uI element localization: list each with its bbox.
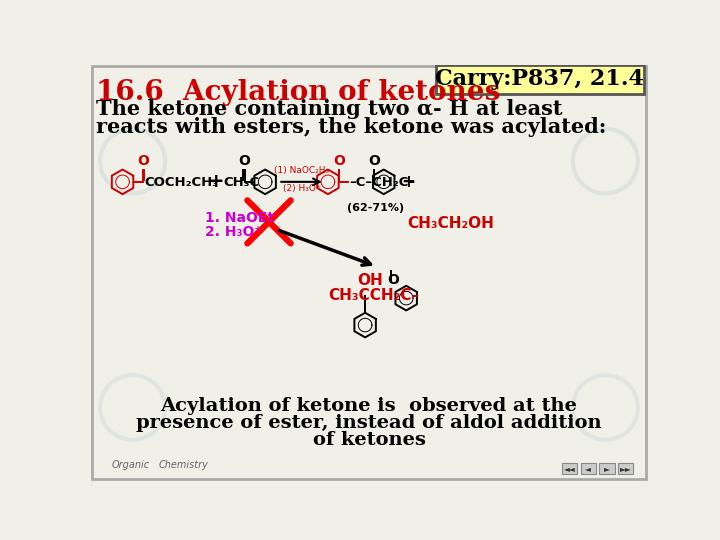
Text: ◄: ◄: [585, 464, 591, 473]
FancyBboxPatch shape: [618, 463, 634, 474]
Text: O: O: [369, 154, 380, 168]
Text: ◄◄: ◄◄: [564, 464, 575, 473]
Text: (62-71%): (62-71%): [348, 204, 405, 213]
Text: presence of ester, instead of aldol addition: presence of ester, instead of aldol addi…: [136, 414, 602, 433]
FancyBboxPatch shape: [599, 463, 615, 474]
Text: 16.6  Acylation of ketones: 16.6 Acylation of ketones: [96, 79, 500, 106]
Text: 1. NaOEt: 1. NaOEt: [204, 211, 274, 225]
Text: Chemistry: Chemistry: [158, 460, 208, 470]
Text: O: O: [387, 273, 399, 287]
FancyBboxPatch shape: [580, 463, 596, 474]
Text: ►: ►: [604, 464, 610, 473]
Text: OH: OH: [357, 273, 383, 288]
Text: O: O: [333, 154, 345, 168]
FancyBboxPatch shape: [436, 65, 644, 94]
Text: CH₃C: CH₃C: [223, 176, 259, 189]
Text: of ketones: of ketones: [312, 431, 426, 449]
Text: (1) NaOC₂H₅: (1) NaOC₂H₅: [274, 166, 329, 175]
Text: –C–CH₂C–: –C–CH₂C–: [349, 176, 415, 189]
FancyBboxPatch shape: [91, 66, 647, 479]
Text: reacts with esters, the ketone was acylated:: reacts with esters, the ketone was acyla…: [96, 117, 606, 137]
Text: The ketone containing two α- H at least: The ketone containing two α- H at least: [96, 99, 563, 119]
Text: Acylation of ketone is  observed at the: Acylation of ketone is observed at the: [161, 397, 577, 415]
Text: O: O: [238, 154, 250, 168]
Text: Carry:P837, 21.4: Carry:P837, 21.4: [435, 69, 644, 90]
Text: (2) H₃O⁺: (2) H₃O⁺: [283, 184, 320, 193]
Text: Organic: Organic: [112, 460, 150, 470]
FancyBboxPatch shape: [562, 463, 577, 474]
Text: COCH₂CH₃: COCH₂CH₃: [144, 176, 218, 189]
Text: O: O: [138, 154, 150, 168]
Text: +: +: [401, 173, 415, 191]
Text: ►►: ►►: [620, 464, 631, 473]
Text: CH₃CH₂OH: CH₃CH₂OH: [407, 217, 494, 232]
Text: +: +: [208, 172, 225, 191]
Text: CH₃CCH₂C–: CH₃CCH₂C–: [329, 288, 420, 303]
Text: 2. H₃O⁺: 2. H₃O⁺: [204, 225, 261, 239]
